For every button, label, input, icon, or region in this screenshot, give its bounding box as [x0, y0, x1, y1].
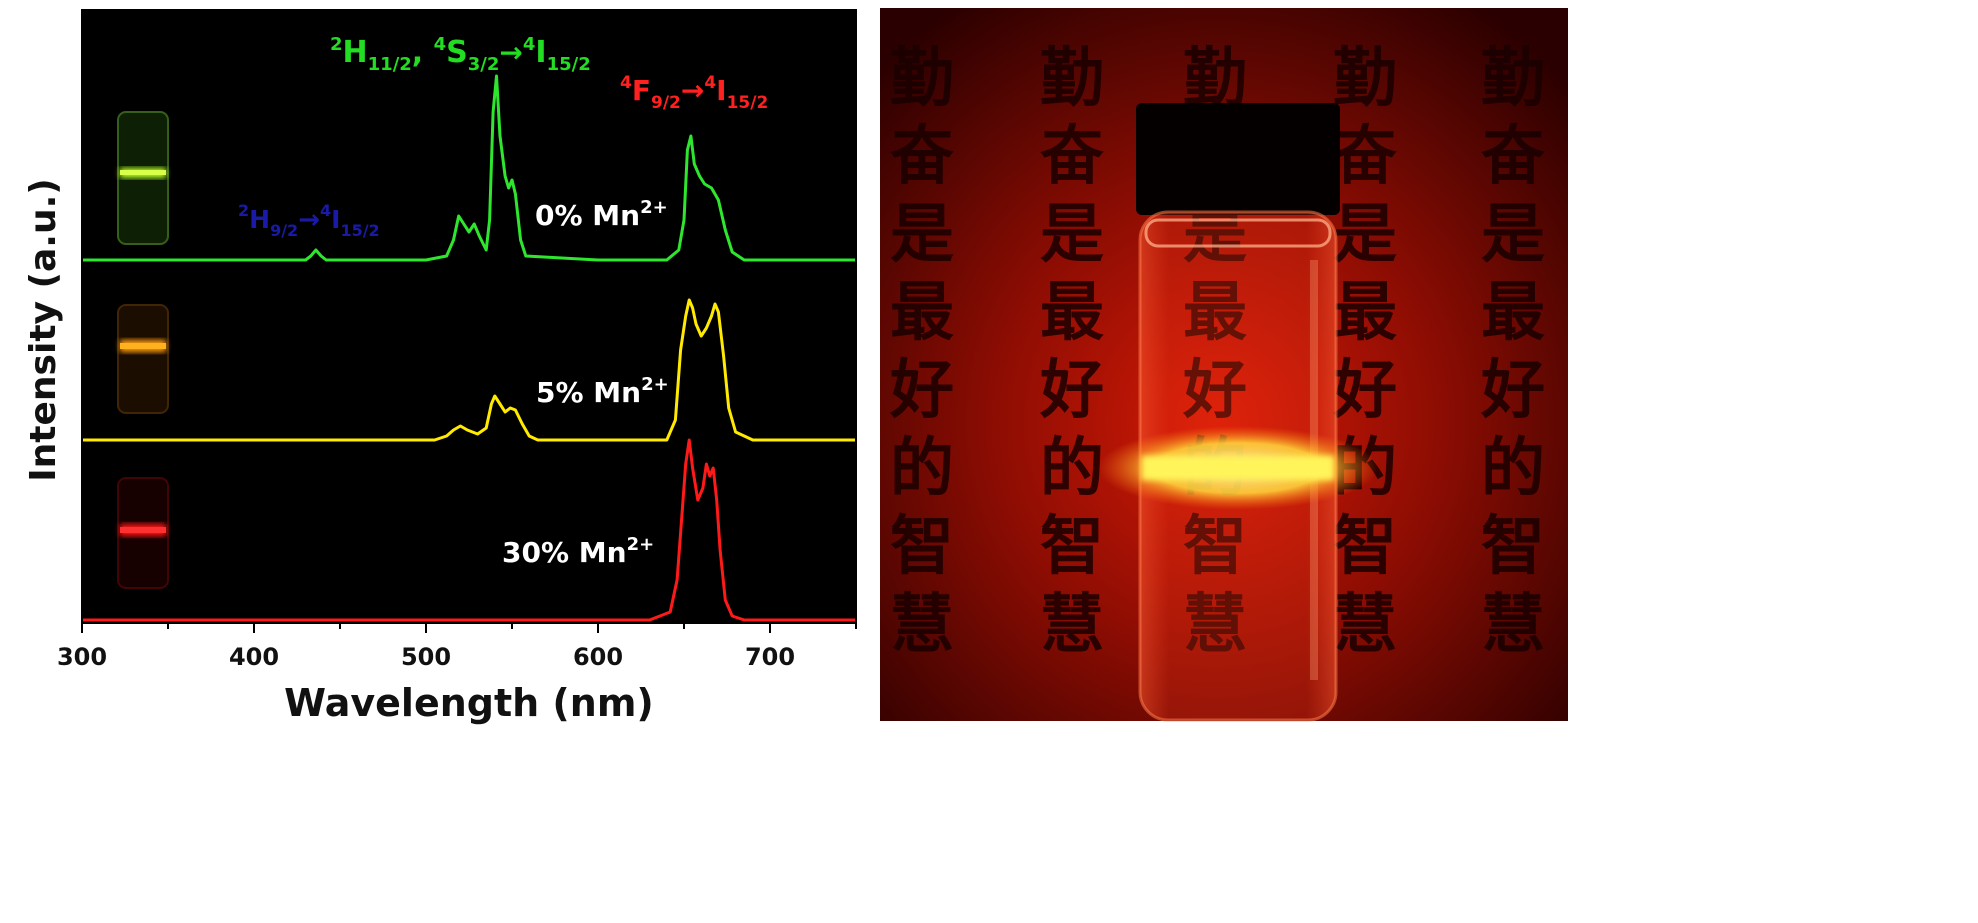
series-label-30pct: 30% Mn2+ — [502, 534, 654, 569]
series-line-3 — [82, 438, 856, 622]
plot-area — [82, 10, 856, 623]
background-character: 勤 — [1481, 41, 1545, 116]
background-character: 好 — [1480, 353, 1545, 428]
background-character: 勤 — [1333, 41, 1397, 116]
background-character: 奋 — [1040, 119, 1104, 194]
series-line-2 — [82, 298, 856, 442]
background-character: 的 — [1040, 431, 1104, 506]
x-tick-label: 600 — [573, 643, 623, 671]
annotation-f9-i15: 4F9/2→4I15/2 — [620, 73, 768, 113]
background-character: 最 — [890, 275, 954, 350]
background-character: 好 — [1039, 353, 1104, 428]
series-label-0pct: 0% Mn2+ — [535, 197, 668, 232]
background-character: 是 — [890, 197, 954, 272]
vial-thumbnail-yellow — [117, 304, 169, 414]
x-axis-title: Wavelength (nm) — [284, 681, 654, 725]
background-character: 好 — [889, 353, 954, 428]
background-character: 好 — [1332, 353, 1397, 428]
background-character: 慧 — [1333, 587, 1397, 662]
plot-frame — [81, 9, 857, 624]
vial-rim — [1144, 218, 1332, 248]
annotation-h9-i15: 2H9/2→4I15/2 — [238, 201, 380, 240]
series-line-1 — [82, 74, 856, 262]
background-character: 勤 — [1040, 41, 1104, 116]
background-character: 的 — [890, 431, 954, 506]
vial-photograph: 勤奋是最好的智慧勤奋是最好的智慧勤奋是最好的智慧勤奋是最好的智慧勤奋是最好的智慧 — [880, 8, 1568, 722]
background-character: 奋 — [1333, 119, 1397, 194]
x-tick-label: 400 — [229, 643, 279, 671]
background-character: 奋 — [1481, 119, 1545, 194]
emission-band — [1142, 456, 1334, 480]
background-character: 勤 — [890, 41, 954, 116]
background-character: 智 — [1481, 509, 1545, 584]
vial-cap — [1136, 103, 1340, 215]
background-character: 智 — [1333, 509, 1397, 584]
background-character: 智 — [1040, 509, 1104, 584]
x-axis-ticks: 300 400 500 600 700 — [57, 623, 857, 671]
background-character: 慧 — [1040, 587, 1104, 662]
background-character: 最 — [1040, 275, 1104, 350]
spectrum-chart: 300 400 500 600 700 2H9/2→4I15/2 2H11/2, 4S3… — [23, 9, 857, 725]
series-label-5pct: 5% Mn2+ — [536, 374, 669, 409]
background-character: 慧 — [890, 587, 954, 662]
background-character: 是 — [1040, 197, 1104, 272]
vial-thumbnail-red — [117, 477, 169, 589]
series-layer — [82, 74, 856, 622]
vial-thumbnail-green — [117, 111, 169, 245]
background-character: 最 — [1333, 275, 1397, 350]
background-character: 是 — [1333, 197, 1397, 272]
background-character: 是 — [1481, 197, 1545, 272]
x-tick-label: 300 — [57, 643, 107, 671]
x-tick-label: 500 — [401, 643, 451, 671]
annotation-h11-s3-i15: 2H11/2, 4S3/2→4I15/2 — [330, 34, 591, 75]
background-character: 慧 — [1481, 587, 1545, 662]
background-character: 最 — [1481, 275, 1545, 350]
y-axis-title: Intensity (a.u.) — [23, 178, 64, 481]
vial — [1098, 103, 1378, 722]
background-character: 的 — [1481, 431, 1545, 506]
x-tick-label: 700 — [745, 643, 795, 671]
background-character: 奋 — [890, 119, 954, 194]
background-character: 智 — [890, 509, 954, 584]
